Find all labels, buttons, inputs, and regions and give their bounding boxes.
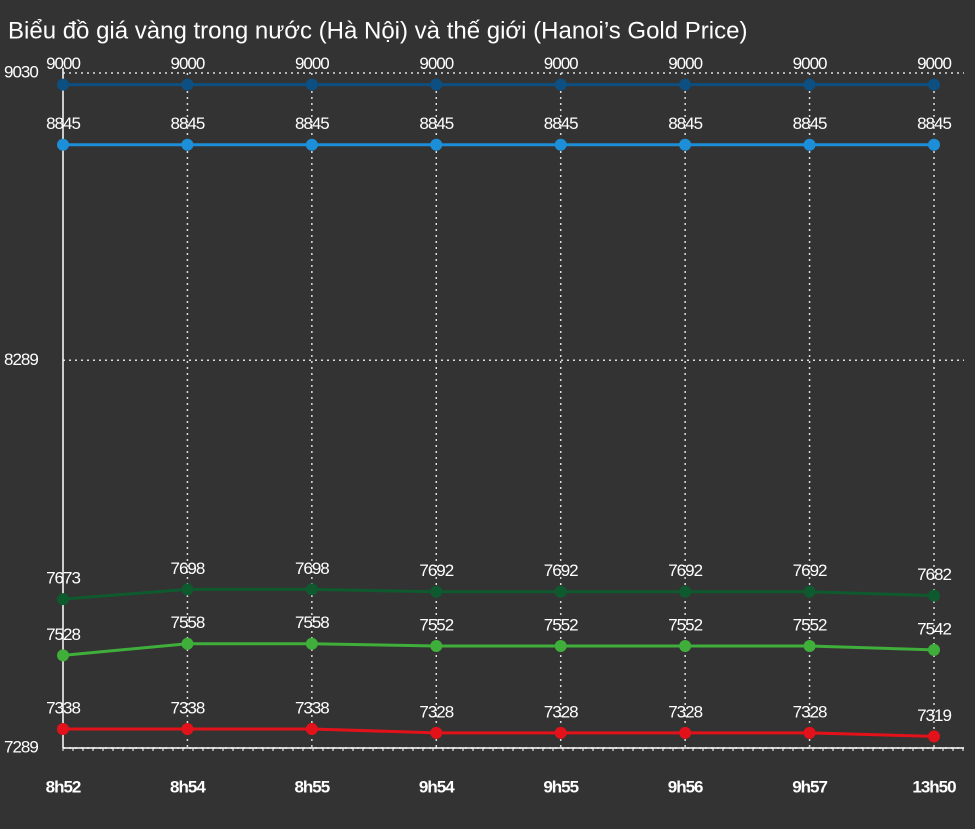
data-label: 8845	[793, 114, 827, 133]
data-point	[181, 723, 194, 736]
x-tick-label: 8h55	[294, 777, 329, 796]
data-point	[57, 78, 69, 91]
data-label: 7328	[668, 702, 702, 721]
data-label: 8845	[46, 114, 80, 133]
data-point	[803, 138, 816, 151]
data-point	[803, 585, 816, 598]
x-tick-label: 9h54	[419, 777, 455, 796]
data-point	[679, 726, 692, 739]
data-point	[430, 585, 443, 598]
data-label: 7552	[419, 616, 453, 635]
data-label: 8845	[668, 114, 702, 133]
data-label: 9000	[46, 54, 80, 73]
data-point	[679, 640, 692, 653]
data-point	[554, 138, 567, 151]
data-point	[305, 78, 318, 91]
data-point	[928, 589, 940, 602]
data-point	[554, 78, 567, 91]
data-label: 9000	[668, 54, 702, 73]
data-point	[430, 78, 443, 91]
x-tick-label: 8h54	[170, 777, 206, 796]
data-label: 7692	[419, 561, 453, 580]
data-label: 7698	[295, 559, 329, 578]
data-point	[430, 138, 443, 151]
data-label: 8845	[419, 114, 453, 133]
data-point	[554, 640, 567, 653]
data-label: 9000	[917, 54, 951, 73]
data-label: 7692	[668, 561, 702, 580]
y-tick-label: 9030	[4, 62, 38, 81]
data-point	[679, 78, 692, 91]
series-line	[63, 727, 935, 738]
y-tick-label: 7289	[4, 737, 38, 756]
data-point	[57, 593, 69, 606]
data-point	[928, 138, 940, 151]
data-label: 7328	[793, 702, 827, 721]
data-label: 7542	[917, 619, 951, 638]
data-point	[554, 726, 567, 739]
data-label: 7328	[544, 702, 578, 721]
data-label: 7319	[917, 706, 951, 725]
data-label: 7682	[917, 565, 951, 584]
data-label: 9000	[171, 54, 205, 73]
data-point	[305, 637, 318, 650]
data-point	[679, 138, 692, 151]
x-tick-label: 13h50	[912, 777, 956, 796]
data-label: 9000	[295, 54, 329, 73]
series-line	[62, 587, 935, 601]
data-label: 7338	[46, 698, 80, 717]
data-label: 7552	[793, 616, 827, 635]
data-point	[928, 78, 940, 91]
data-label: 7328	[419, 702, 453, 721]
data-point	[181, 138, 194, 151]
chart-title: Biểu đồ giá vàng trong nước (Hà Nội) và …	[8, 17, 747, 44]
data-label: 7552	[668, 616, 702, 635]
data-point	[181, 637, 194, 650]
data-point	[305, 723, 318, 736]
data-point	[554, 585, 567, 598]
data-point	[305, 138, 318, 151]
data-point	[305, 583, 318, 596]
data-point	[803, 726, 816, 739]
data-label: 7692	[793, 561, 827, 580]
data-point	[181, 583, 194, 596]
data-label: 7673	[46, 569, 80, 588]
data-label: 7338	[171, 698, 205, 717]
data-label: 7692	[544, 561, 578, 580]
data-point	[928, 643, 940, 656]
data-point	[803, 640, 816, 653]
data-label: 7558	[171, 613, 205, 632]
data-label: 9000	[544, 54, 578, 73]
data-point	[181, 78, 194, 91]
data-point	[430, 640, 443, 653]
data-label: 9000	[419, 54, 453, 73]
data-label: 7552	[544, 616, 578, 635]
y-tick-label: 8289	[4, 350, 38, 369]
data-label: 8845	[295, 114, 329, 133]
data-point	[803, 78, 816, 91]
series-line	[62, 642, 935, 657]
data-point	[679, 585, 692, 598]
data-label: 8845	[544, 114, 578, 133]
data-point	[57, 723, 69, 736]
x-tick-label: 8h52	[46, 777, 81, 796]
x-tick-label: 9h55	[543, 777, 578, 796]
data-label: 7558	[295, 613, 329, 632]
x-tick-label: 9h57	[792, 777, 827, 796]
data-label: 8845	[171, 114, 205, 133]
data-point	[57, 138, 69, 151]
data-label: 7528	[46, 625, 80, 644]
data-label: 7338	[295, 698, 329, 717]
x-tick-label: 9h56	[668, 777, 703, 796]
data-label: 9000	[793, 54, 827, 73]
data-point	[928, 730, 940, 743]
data-label: 8845	[917, 114, 951, 133]
data-label: 7698	[171, 559, 205, 578]
data-point	[57, 649, 69, 662]
data-point	[430, 726, 443, 739]
